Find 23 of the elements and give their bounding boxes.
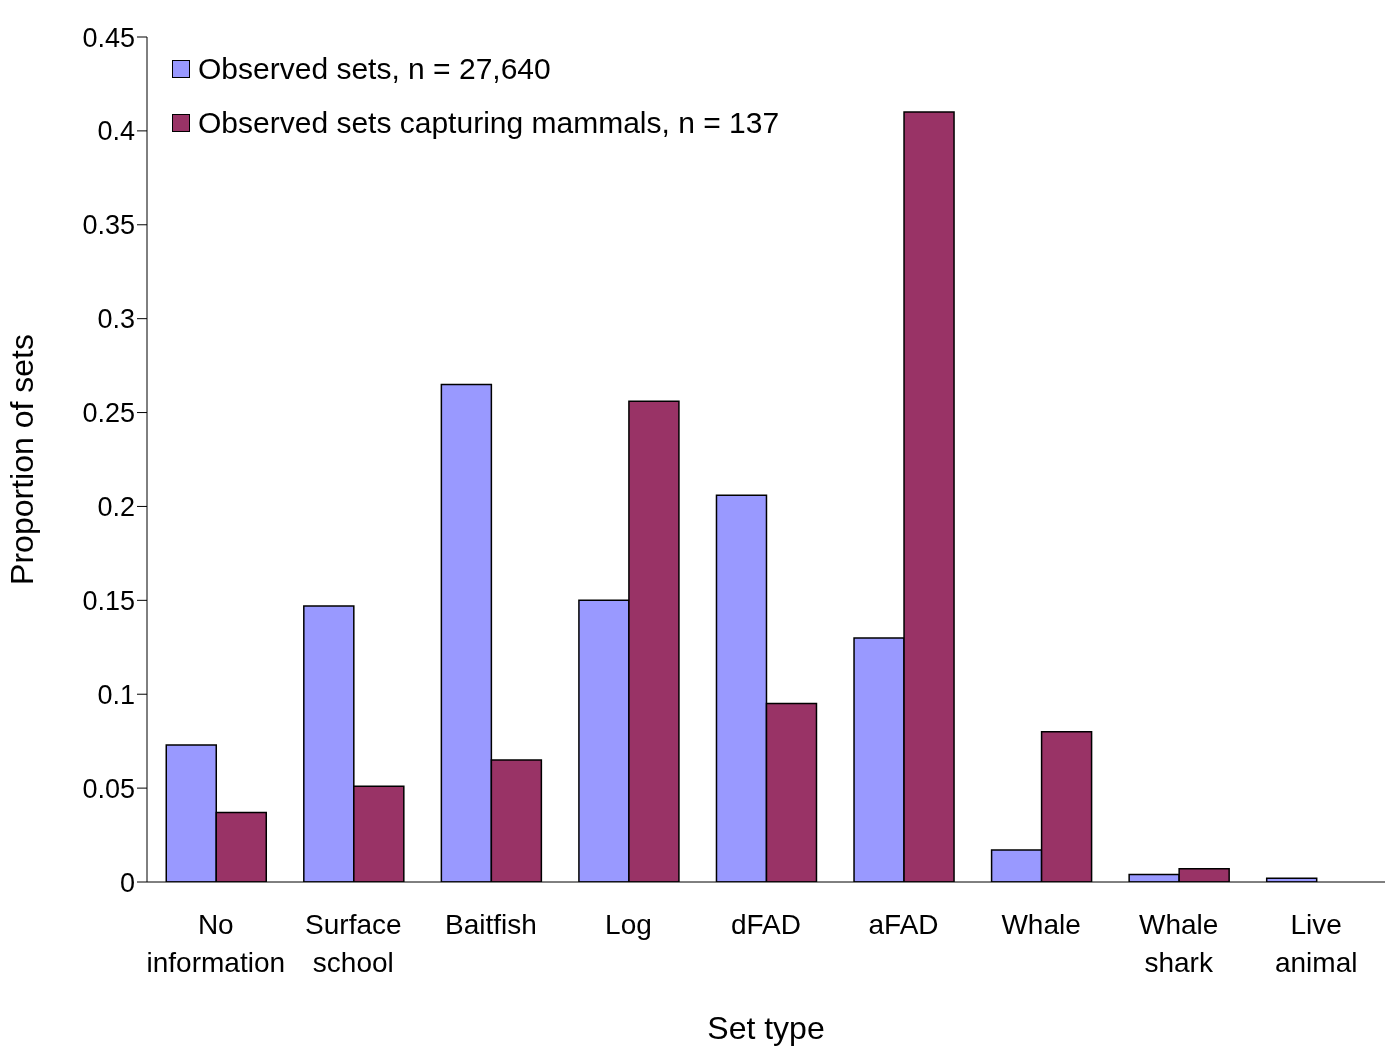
x-tick-label: Log bbox=[605, 909, 652, 940]
y-tick-label: 0.45 bbox=[82, 22, 135, 53]
x-tick-label: Surface school bbox=[305, 909, 402, 978]
x-tick-label: dFAD bbox=[730, 909, 802, 940]
y-tick-label: 0 bbox=[119, 867, 135, 898]
x-axis-title: Set type bbox=[707, 1010, 825, 1046]
legend-label: Observed sets capturing mammals, n = 137 bbox=[198, 105, 780, 141]
x-tick-label: aFAD bbox=[868, 909, 939, 940]
y-tick-label: 0.4 bbox=[97, 116, 135, 147]
y-tick-label: 0.05 bbox=[82, 773, 135, 804]
y-tick-label: 0.1 bbox=[97, 679, 135, 710]
x-tick-label: No information bbox=[146, 909, 286, 978]
y-tick-label: 0.15 bbox=[82, 585, 135, 616]
x-tick-label: Live animal bbox=[1274, 909, 1358, 978]
x-tick-label: Whale shark bbox=[1138, 909, 1219, 978]
y-tick-label: 0.35 bbox=[82, 210, 135, 241]
legend-label: Observed sets, n = 27,640 bbox=[198, 51, 551, 87]
x-tick-label: Baitfish bbox=[444, 909, 537, 940]
y-tick-label: 0.3 bbox=[97, 304, 135, 335]
y-tick-label: 0.25 bbox=[82, 398, 135, 429]
y-tick-label: 0.2 bbox=[97, 492, 135, 523]
x-tick-label: Whale bbox=[1001, 909, 1081, 940]
y-axis-title: Proportion of sets bbox=[4, 334, 41, 585]
